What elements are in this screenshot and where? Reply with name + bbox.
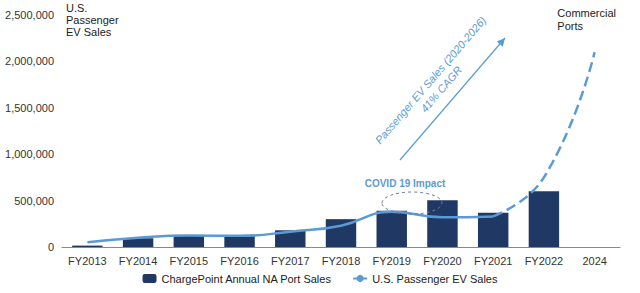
svg-text:Passenger: Passenger <box>66 14 119 26</box>
svg-text:FY2020: FY2020 <box>423 255 462 267</box>
svg-text:1,500,000: 1,500,000 <box>5 102 54 114</box>
svg-text:0: 0 <box>48 241 54 253</box>
svg-text:500,000: 500,000 <box>14 195 54 207</box>
svg-text:41% CAGR: 41% CAGR <box>418 64 464 115</box>
svg-text:FY2014: FY2014 <box>119 255 158 267</box>
svg-text:COVID 19 Impact: COVID 19 Impact <box>365 178 446 189</box>
svg-text:U.S.: U.S. <box>66 2 87 14</box>
svg-text:FY2015: FY2015 <box>170 255 209 267</box>
svg-text:Commercial: Commercial <box>557 7 616 19</box>
svg-text:Passenger EV Sales (2020-2026): Passenger EV Sales (2020-2026) <box>373 14 489 146</box>
svg-text:FY2018: FY2018 <box>322 255 361 267</box>
svg-text:FY2016: FY2016 <box>220 255 259 267</box>
svg-text:EV Sales: EV Sales <box>66 26 112 38</box>
svg-text:ChargePoint Annual NA Port Sal: ChargePoint Annual NA Port Sales <box>162 273 332 285</box>
svg-text:FY2019: FY2019 <box>372 255 411 267</box>
svg-text:FY2021: FY2021 <box>474 255 513 267</box>
svg-text:FY2022: FY2022 <box>525 255 564 267</box>
svg-text:2024: 2024 <box>582 255 606 267</box>
svg-text:FY2017: FY2017 <box>271 255 310 267</box>
svg-text:2,000,000: 2,000,000 <box>5 55 54 67</box>
svg-text:Ports: Ports <box>557 20 583 32</box>
svg-text:1,000,000: 1,000,000 <box>5 148 54 160</box>
svg-text:U.S. Passenger EV Sales: U.S. Passenger EV Sales <box>372 273 498 285</box>
svg-text:FY2013: FY2013 <box>68 255 107 267</box>
svg-text:2,500,000: 2,500,000 <box>5 9 54 21</box>
